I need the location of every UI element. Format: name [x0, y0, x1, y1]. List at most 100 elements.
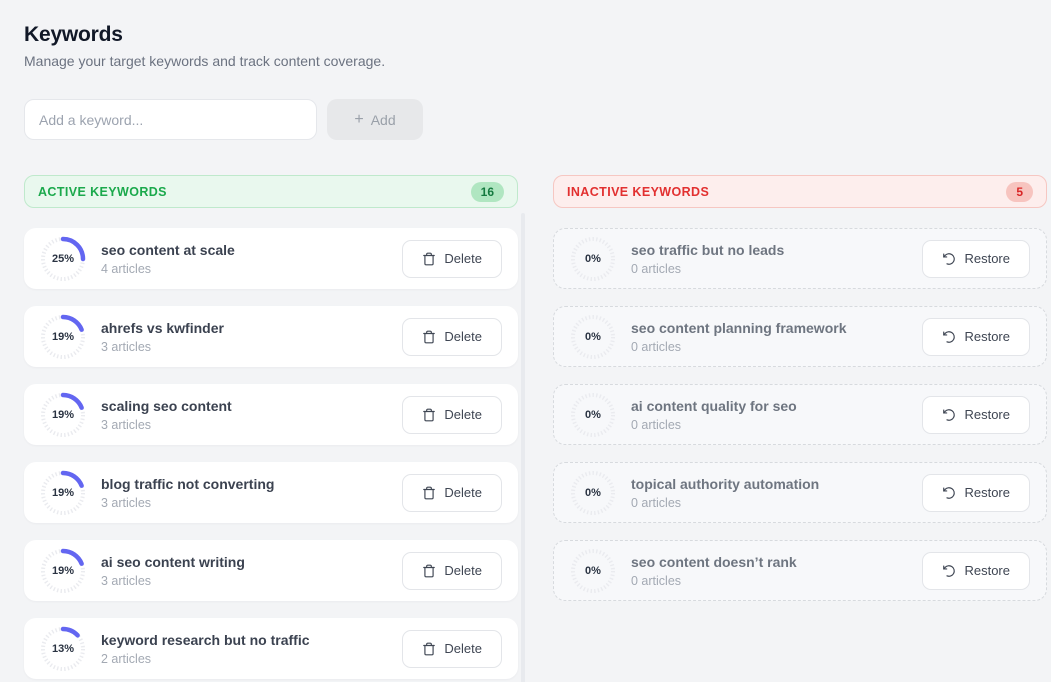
inactive-keyword-row: 0% ai content quality for seo 0 articles… [553, 384, 1047, 445]
keyword-title: seo content at scale [101, 241, 235, 258]
trash-icon [422, 486, 436, 500]
keyword-title: ahrefs vs kwfinder [101, 319, 224, 336]
coverage-percent: 25% [51, 252, 75, 265]
coverage-percent: 19% [51, 564, 75, 577]
coverage-progress-ring: 19% [40, 314, 86, 360]
active-keyword-row: 13% keyword research but no traffic 2 ar… [24, 618, 518, 679]
keyword-article-count: 3 articles [101, 339, 152, 354]
delete-keyword-button[interactable]: Delete [402, 629, 502, 668]
keyword-article-count: 3 articles [101, 573, 152, 588]
keyword-info: seo content planning framework 0 article… [631, 320, 846, 354]
add-keyword-input[interactable] [24, 99, 317, 140]
coverage-progress-ring: 0% [570, 548, 616, 594]
keyword-article-count: 4 articles [101, 261, 152, 276]
keyword-info: ahrefs vs kwfinder 3 articles [101, 320, 224, 354]
coverage-percent: 19% [51, 408, 75, 421]
coverage-progress-ring: 0% [570, 392, 616, 438]
active-keywords-column: ACTIVE KEYWORDS 16 25% seo content at sc… [24, 175, 525, 682]
coverage-progress-ring: 25% [40, 236, 86, 282]
inactive-section-header: INACTIVE KEYWORDS 5 [553, 175, 1047, 208]
restore-keyword-button[interactable]: Restore [922, 317, 1030, 356]
coverage-percent: 19% [51, 486, 75, 499]
keyword-article-count: 0 articles [631, 261, 682, 276]
delete-button-label: Delete [444, 407, 482, 422]
trash-icon [422, 642, 436, 656]
add-keyword-row: + Add [24, 99, 1047, 140]
restore-keyword-button[interactable]: Restore [922, 473, 1030, 512]
keyword-info: keyword research but no traffic 2 articl… [101, 632, 310, 666]
active-section-header: ACTIVE KEYWORDS 16 [24, 175, 518, 208]
inactive-keyword-row: 0% seo traffic but no leads 0 articles R… [553, 228, 1047, 289]
active-keyword-row: 25% seo content at scale 4 articles Dele… [24, 228, 518, 289]
keyword-article-count: 0 articles [631, 495, 682, 510]
coverage-percent: 0% [585, 486, 601, 499]
delete-keyword-button[interactable]: Delete [402, 473, 502, 512]
delete-keyword-button[interactable]: Delete [402, 395, 502, 434]
inactive-keywords-column: INACTIVE KEYWORDS 5 0% seo traffic but n… [553, 175, 1047, 682]
keyword-article-count: 0 articles [631, 417, 682, 432]
coverage-progress-ring: 19% [40, 392, 86, 438]
restore-keyword-button[interactable]: Restore [922, 551, 1030, 590]
coverage-percent: 0% [585, 330, 601, 343]
keyword-title: keyword research but no traffic [101, 631, 310, 648]
restore-keyword-button[interactable]: Restore [922, 239, 1030, 278]
keyword-title: seo content doesn’t rank [631, 553, 797, 570]
coverage-progress-ring: 0% [570, 236, 616, 282]
add-keyword-button[interactable]: + Add [327, 99, 423, 140]
restore-button-label: Restore [964, 251, 1010, 266]
keyword-info: topical authority automation 0 articles [631, 476, 819, 510]
trash-icon [422, 252, 436, 266]
coverage-percent: 0% [585, 408, 601, 421]
page-title: Keywords [24, 23, 123, 46]
keyword-title: ai seo content writing [101, 553, 245, 570]
keyword-title: ai content quality for seo [631, 397, 797, 414]
coverage-progress-ring: 0% [570, 314, 616, 360]
delete-button-label: Delete [444, 251, 482, 266]
keyword-info: seo traffic but no leads 0 articles [631, 242, 784, 276]
keyword-title: blog traffic not converting [101, 475, 275, 492]
restore-icon [942, 330, 956, 344]
inactive-keyword-row: 0% seo content planning framework 0 arti… [553, 306, 1047, 367]
coverage-percent: 19% [51, 330, 75, 343]
keyword-info: ai content quality for seo 0 articles [631, 398, 797, 432]
restore-icon [942, 408, 956, 422]
delete-button-label: Delete [444, 485, 482, 500]
delete-keyword-button[interactable]: Delete [402, 239, 502, 278]
restore-icon [942, 564, 956, 578]
keyword-info: seo content doesn’t rank 0 articles [631, 554, 797, 588]
add-button-label: Add [370, 111, 396, 128]
coverage-percent: 13% [51, 642, 75, 655]
active-keywords-list: 25% seo content at scale 4 articles Dele… [24, 228, 518, 679]
active-count-badge: 16 [470, 181, 504, 202]
trash-icon [422, 408, 436, 422]
keyword-info: blog traffic not converting 3 articles [101, 476, 274, 510]
keyword-article-count: 0 articles [631, 339, 682, 354]
active-keyword-row: 19% ahrefs vs kwfinder 3 articles Delete [24, 306, 518, 367]
delete-keyword-button[interactable]: Delete [402, 317, 502, 356]
restore-button-label: Restore [964, 485, 1010, 500]
coverage-progress-ring: 19% [40, 470, 86, 516]
restore-icon [942, 486, 956, 500]
keyword-info: scaling seo content 3 articles [101, 398, 232, 432]
keyword-info: seo content at scale 4 articles [101, 242, 235, 276]
coverage-progress-ring: 0% [570, 470, 616, 516]
keyword-title: scaling seo content [101, 397, 232, 414]
coverage-progress-ring: 19% [40, 548, 86, 594]
inactive-keywords-list: 0% seo traffic but no leads 0 articles R… [553, 228, 1047, 601]
keyword-title: seo traffic but no leads [631, 241, 785, 258]
delete-button-label: Delete [444, 329, 482, 344]
trash-icon [422, 330, 436, 344]
delete-keyword-button[interactable]: Delete [402, 551, 502, 590]
coverage-progress-ring: 13% [40, 626, 86, 672]
keyword-title: topical authority automation [631, 475, 820, 492]
trash-icon [422, 564, 436, 578]
keyword-article-count: 3 articles [101, 417, 152, 432]
plus-icon: + [354, 110, 364, 128]
restore-button-label: Restore [964, 407, 1010, 422]
coverage-percent: 0% [585, 564, 601, 577]
active-list-scrollbar[interactable] [521, 213, 525, 682]
inactive-keyword-row: 0% topical authority automation 0 articl… [553, 462, 1047, 523]
restore-keyword-button[interactable]: Restore [922, 395, 1030, 434]
inactive-keyword-row: 0% seo content doesn’t rank 0 articles R… [553, 540, 1047, 601]
